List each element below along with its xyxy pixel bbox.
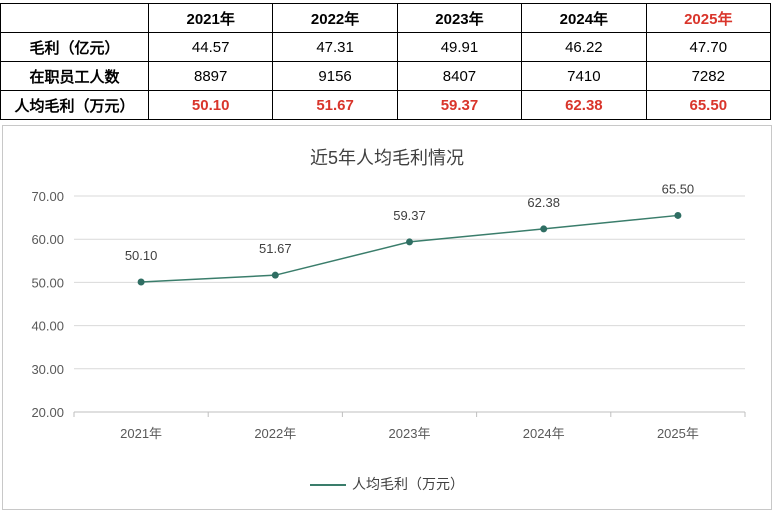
table-cell: 50.10 (147, 90, 274, 120)
legend-label: 人均毛利（万元） (352, 476, 464, 492)
series-line (141, 214, 678, 283)
table-cell: 59.37 (396, 90, 523, 120)
chart-container: 近5年人均毛利情况 20.00 30.00 40.00 50.00 60.00 70.00… (2, 125, 772, 510)
header-cell-corner (0, 3, 149, 33)
data-label: 51.67 (259, 241, 292, 256)
data-point (540, 225, 548, 233)
row-label: 人均毛利（万元） (0, 90, 149, 120)
line-chart: 20.00 30.00 40.00 50.00 60.00 70.00 2021年 2022年… (31, 181, 746, 441)
row-label: 毛利（亿元） (0, 32, 149, 62)
data-point (674, 211, 682, 219)
data-point (271, 271, 279, 279)
table-cell: 65.50 (645, 90, 772, 120)
data-label: 62.38 (527, 195, 560, 210)
data-label: 50.10 (125, 248, 158, 263)
x-tick-label: 2022年 (254, 426, 296, 441)
row-label: 在职员工人数 (0, 61, 149, 91)
x-tick-label: 2021年 (120, 426, 162, 441)
table-cell: 8897 (147, 61, 274, 91)
table-row-gross-profit: 毛利（亿元） 44.57 47.31 49.91 46.22 47.70 (0, 32, 772, 62)
data-label: 59.37 (393, 208, 426, 223)
data-point (137, 278, 145, 286)
data-table: 2021年 2022年 2023年 2024年 2025年 毛利（亿元） 44.… (0, 3, 772, 120)
y-tick-label: 20.00 (31, 405, 64, 420)
table-cell: 7282 (645, 61, 772, 91)
legend-line-swatch (310, 484, 346, 487)
y-tick-label: 70.00 (31, 189, 64, 204)
header-cell-2023: 2023年 (396, 3, 523, 33)
x-tick-label: 2023年 (389, 426, 431, 441)
y-tick-label: 60.00 (31, 232, 64, 247)
data-label: 65.50 (662, 181, 695, 196)
table-cell: 46.22 (521, 32, 647, 62)
table-cell: 62.38 (521, 90, 647, 120)
table-cell: 9156 (272, 61, 398, 91)
table-cell: 47.31 (272, 32, 398, 62)
chart-title: 近5年人均毛利情况 (309, 148, 464, 168)
table-cell: 7410 (521, 61, 647, 91)
data-point (406, 238, 413, 246)
x-tick-label: 2025年 (657, 426, 699, 441)
table-cell: 8407 (396, 61, 523, 91)
table-row-per-capita: 人均毛利（万元） 50.10 51.67 59.37 62.38 65.50 (0, 90, 772, 120)
header-cell-2021: 2021年 (147, 3, 274, 33)
table-cell: 51.67 (272, 90, 398, 120)
chart-legend: 人均毛利（万元） (3, 474, 771, 494)
header-cell-2024: 2024年 (521, 3, 647, 33)
y-tick-label: 50.00 (31, 275, 64, 290)
y-tick-label: 40.00 (31, 319, 64, 334)
x-tick-label: 2024年 (523, 426, 565, 441)
header-cell-2022: 2022年 (272, 3, 398, 33)
y-tick-label: 30.00 (31, 362, 64, 377)
header-cell-2025: 2025年 (645, 3, 772, 33)
table-cell: 44.57 (147, 32, 274, 62)
table-cell: 49.91 (396, 32, 523, 62)
table-cell: 47.70 (645, 32, 772, 62)
table-row-employees: 在职员工人数 8897 9156 8407 7410 7282 (0, 61, 772, 91)
table-header-row: 2021年 2022年 2023年 2024年 2025年 (0, 3, 772, 33)
